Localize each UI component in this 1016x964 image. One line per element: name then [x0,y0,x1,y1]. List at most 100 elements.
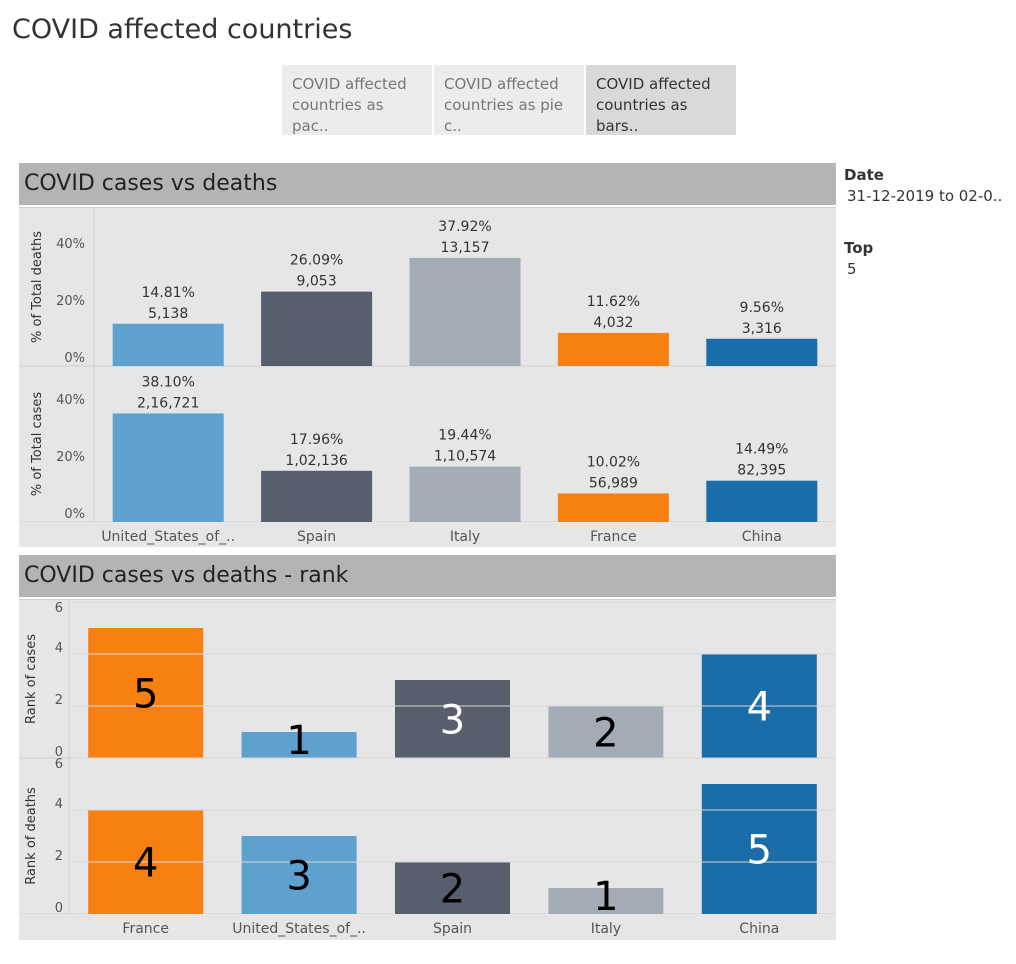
page-title: COVID affected countries [12,14,353,45]
x-tick-label: Italy [591,921,621,937]
x-axis-top-band [19,522,836,547]
rank-label: 1 [593,874,618,920]
date-filter-label: Date [844,166,884,184]
y-tick-label: 40% [56,393,85,408]
top-filter-label: Top [844,239,874,257]
x-tick-label: Italy [450,529,480,545]
bar [557,493,669,522]
tab-label-line2: countries as bars.. [596,96,688,135]
data-label-count: 82,395 [737,463,786,479]
data-label-percent: 14.49% [735,442,788,458]
data-label-percent: 26.09% [290,253,343,269]
data-label-percent: 19.44% [438,428,491,444]
y-tick-label: 20% [56,450,85,465]
data-label-percent: 14.81% [142,285,195,301]
y-tick-label: 0 [55,745,63,760]
x-tick-label: Spain [433,921,472,937]
data-label-count: 56,989 [589,475,638,491]
bar [409,466,521,522]
data-label-count: 1,02,136 [285,453,347,469]
y-axis-title: Rank of cases [24,634,39,724]
y-tick-label: 2 [55,849,63,864]
data-label-percent: 10.02% [587,454,640,470]
bar [409,257,521,366]
bar-group-1 [112,413,818,522]
data-label-percent: 9.56% [740,300,784,316]
tab-packed-bubbles[interactable]: COVID affected countries as pac.. [282,65,432,135]
bar [241,732,357,758]
tab-label-line1: COVID affected [596,75,711,93]
dashboard-tabs: COVID affected countries as pac.. COVID … [282,65,738,135]
data-label-count: 2,16,721 [137,395,199,411]
x-tick-label: Spain [297,529,336,545]
tab-label-line2: countries as pie c.. [444,96,564,135]
rank-chart[interactable]: Rank of cases 0 2 4 6 5 1 3 2 4 Rank of deaths 0 2 4 6… [19,599,836,940]
bar [112,323,224,366]
panel-title: COVID cases vs deaths [19,163,836,205]
rank-label: 2 [440,866,465,912]
y-axis-title: % of Total deaths [30,231,45,343]
rank-label: 3 [286,853,311,899]
panel-title: COVID cases vs deaths - rank [19,555,836,597]
rank-label: 4 [747,684,772,730]
y-tick-label: 0% [64,351,85,366]
data-label-percent: 37.92% [438,219,491,235]
y-tick-label: 4 [55,797,63,812]
data-label-count: 13,157 [441,240,490,256]
x-tick-label: France [122,921,169,937]
x-tick-label: China [742,529,782,545]
tab-label-line2: countries as pac.. [292,96,384,135]
top-filter-value[interactable]: 5 [847,260,857,278]
data-label-percent: 11.62% [587,294,640,310]
y-tick-label: 0% [64,507,85,522]
data-label-count: 3,316 [742,321,782,337]
cases-vs-deaths-chart[interactable]: % of Total deaths 0% 20% 40% 14.81% 5,138 26.0… [19,207,836,547]
bar [395,680,510,758]
rank-panel: COVID cases vs deaths - rank Rank of cas… [19,555,836,940]
bar [261,291,373,366]
bar [706,338,818,366]
data-label-percent: 38.10% [142,374,195,390]
bar [701,784,817,914]
y-tick-label: 6 [55,757,63,772]
bar-group-0 [112,257,818,366]
data-label-count: 9,053 [297,274,337,290]
y-tick-label: 40% [56,237,85,252]
data-label-count: 1,10,574 [434,449,496,465]
x-tick-label: United_States_of_.. [232,921,366,937]
y-axis-title: Rank of deaths [24,787,39,885]
bar [261,470,373,522]
bar [548,706,664,758]
rank-label: 2 [593,710,618,756]
x-tick-label: France [590,529,637,545]
tab-pie-chart[interactable]: COVID affected countries as pie c.. [434,65,584,135]
x-tick-label: United_States_of_.. [101,529,235,545]
x-tick-label: China [739,921,779,937]
y-tick-label: 0 [55,901,63,916]
rank-label: 4 [133,840,158,886]
x-axis-bottom-band [19,914,836,940]
cases-vs-deaths-svg: % of Total deaths 0% 20% 40% 14.81% 5,138 26.0… [19,208,836,547]
y-tick-label: 20% [56,294,85,309]
bar [548,888,664,914]
rank-label: 3 [440,697,465,743]
date-filter-value[interactable]: 31-12-2019 to 02-0.. [847,187,1003,205]
y-tick-label: 4 [55,641,63,656]
data-label-percent: 17.96% [290,432,343,448]
bar [112,413,224,522]
bar [706,480,818,522]
rank-label: 1 [286,718,311,764]
bar [557,332,669,366]
bar [241,836,357,914]
y-tick-label: 2 [55,693,63,708]
bar [88,628,204,758]
rank-label: 5 [747,827,772,873]
bar [395,862,510,914]
tab-label-line1: COVID affected [444,75,559,93]
cases-vs-deaths-panel: COVID cases vs deaths % of Total deaths 0… [19,163,836,547]
rank-label: 5 [133,671,158,717]
tab-label-line1: COVID affected [292,75,407,93]
rank-svg: Rank of cases 0 2 4 6 5 1 3 2 4 Rank of deaths 0 2 4 6… [19,600,836,940]
data-label-count: 5,138 [148,306,188,322]
tab-bar-chart[interactable]: COVID affected countries as bars.. [586,65,736,135]
